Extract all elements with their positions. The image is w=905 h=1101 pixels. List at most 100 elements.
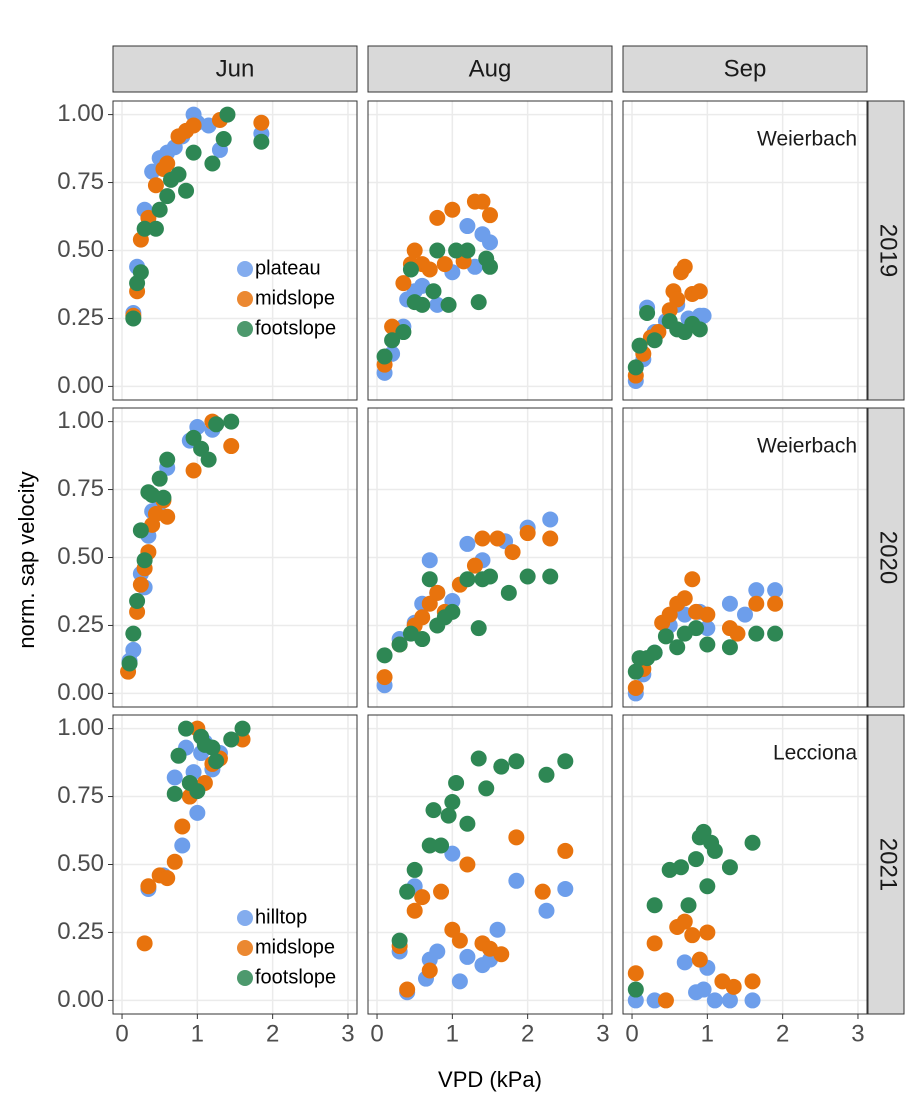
point [421, 962, 438, 979]
point [699, 606, 716, 623]
point [159, 188, 176, 205]
row-strip [867, 714, 905, 1015]
legend-label: midslope [255, 287, 335, 309]
point [223, 438, 240, 455]
point [470, 750, 487, 767]
point [448, 774, 465, 791]
point [627, 679, 644, 696]
point [688, 620, 705, 637]
point [132, 576, 149, 593]
point [474, 530, 491, 547]
point [425, 283, 442, 300]
point [744, 834, 761, 851]
point [444, 603, 461, 620]
point [680, 897, 697, 914]
point [451, 932, 468, 949]
point [676, 590, 693, 607]
point [376, 348, 393, 365]
point [706, 992, 723, 1009]
point [204, 739, 221, 756]
point [459, 948, 476, 965]
x-tick-label: 3 [341, 1020, 354, 1047]
y-tick-label: 1.00 [57, 714, 104, 741]
point [721, 595, 738, 612]
point [391, 636, 408, 653]
point [395, 275, 412, 292]
point [699, 620, 716, 637]
point [474, 193, 491, 210]
point [657, 628, 674, 645]
point [699, 924, 716, 941]
point [147, 220, 164, 237]
point [429, 209, 446, 226]
legend-swatch [237, 910, 253, 926]
row-label: 2019 [875, 224, 902, 277]
point [482, 234, 498, 251]
point [500, 584, 517, 601]
point [132, 264, 149, 281]
point [627, 965, 644, 982]
point [470, 620, 487, 637]
point [504, 544, 521, 561]
y-tick-label: 0.00 [57, 372, 104, 399]
point [159, 870, 176, 887]
point [459, 218, 476, 235]
panel-border [622, 407, 868, 708]
x-tick-label: 1 [446, 1020, 459, 1047]
point [223, 413, 240, 430]
panel-border [367, 100, 613, 401]
point [399, 883, 416, 900]
column-strip [622, 45, 868, 93]
point [695, 307, 712, 324]
point [178, 182, 195, 199]
point [688, 851, 705, 868]
point [482, 258, 498, 275]
point [508, 829, 525, 846]
point [121, 655, 138, 672]
panel-border [367, 714, 613, 1015]
point [721, 639, 738, 656]
point [421, 837, 438, 854]
point [676, 954, 693, 971]
point [448, 242, 465, 259]
point [721, 859, 738, 876]
point [376, 669, 393, 686]
point [170, 747, 187, 764]
point [253, 114, 270, 131]
point [189, 783, 206, 800]
point [399, 981, 416, 998]
column-label: Sep [724, 55, 767, 82]
point [699, 636, 716, 653]
y-tick-label: 0.00 [57, 986, 104, 1013]
legend-label: footslope [255, 966, 336, 988]
point [414, 296, 431, 313]
row-label: 2021 [875, 838, 902, 891]
point [174, 818, 191, 835]
legend-label: footslope [255, 317, 336, 339]
point [185, 117, 202, 134]
x-tick-label: 1 [191, 1020, 204, 1047]
x-tick-label: 3 [596, 1020, 609, 1047]
y-tick-label: 0.50 [57, 850, 104, 877]
point [646, 897, 663, 914]
y-tick-label: 0.50 [57, 236, 104, 263]
x-tick-label: 2 [521, 1020, 534, 1047]
point [737, 606, 753, 623]
point [482, 568, 498, 585]
y-axis-title: norm. sap velocity [14, 471, 39, 648]
row-label: 2020 [875, 531, 902, 584]
legend-swatch [237, 321, 253, 337]
legend-label: hilltop [255, 906, 307, 928]
point [482, 207, 498, 224]
point [433, 837, 450, 854]
point [166, 769, 183, 786]
point [672, 859, 689, 876]
point [174, 837, 191, 854]
point [178, 720, 195, 737]
point [136, 552, 153, 569]
point [691, 321, 708, 338]
point [534, 883, 551, 900]
y-tick-label: 1.00 [57, 407, 104, 434]
point [414, 631, 431, 648]
point [429, 943, 446, 960]
